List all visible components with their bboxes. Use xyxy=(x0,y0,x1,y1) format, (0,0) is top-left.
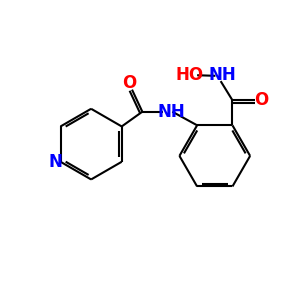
Text: N: N xyxy=(48,153,62,171)
Text: O: O xyxy=(254,91,268,109)
Text: HO: HO xyxy=(176,66,204,84)
Text: NH: NH xyxy=(157,103,185,121)
Text: NH: NH xyxy=(208,66,236,84)
Text: O: O xyxy=(122,74,136,92)
